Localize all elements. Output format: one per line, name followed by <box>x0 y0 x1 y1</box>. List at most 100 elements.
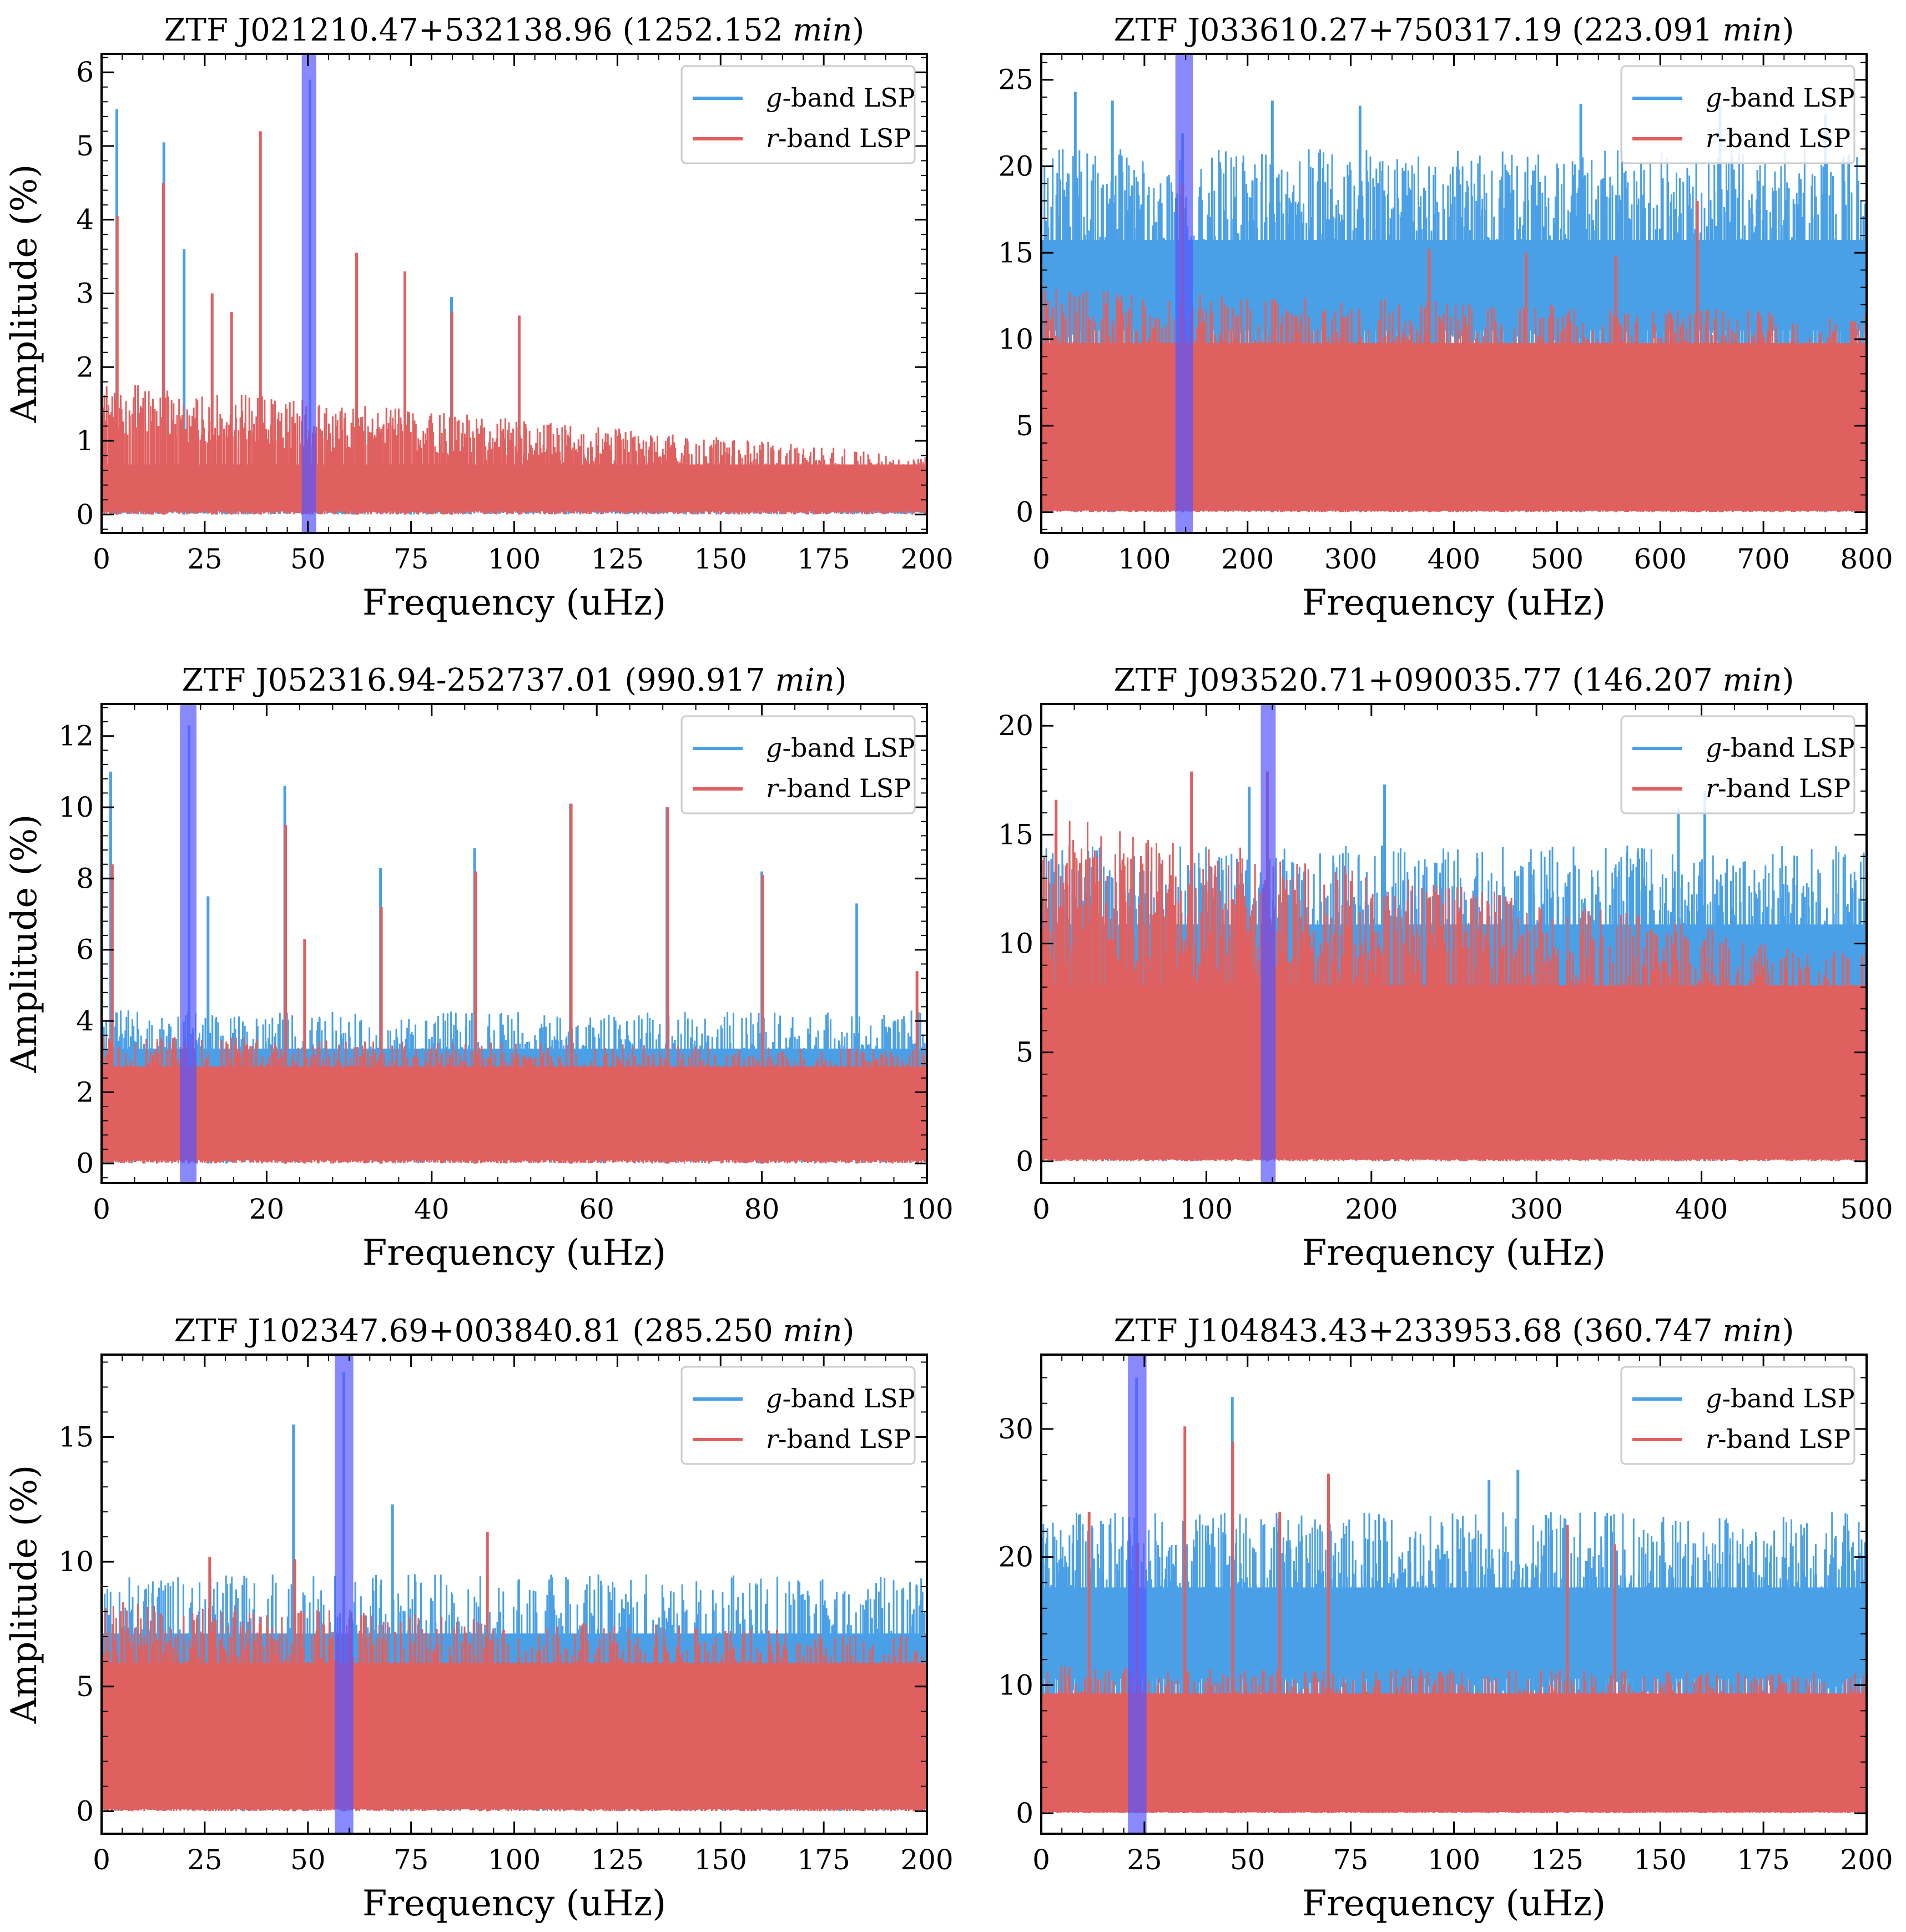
panel-5: 0 25 50 75 100 125 150 175 200 0 5 10 15 Frequency (u… <box>4 1313 954 1924</box>
y-tick-label: 30 <box>998 1413 1033 1445</box>
x-tick-label: 75 <box>1333 1844 1369 1876</box>
period-highlight-band <box>1260 704 1276 1183</box>
y-tick-label: 0 <box>1016 1797 1033 1829</box>
y-tick-label: 0 <box>1016 1145 1033 1178</box>
x-axis-label: Frequency (uHz) <box>1302 1883 1606 1924</box>
y-tick-label: 10 <box>58 791 94 823</box>
y-tick-label: 10 <box>998 928 1033 960</box>
x-tick-label: 100 <box>488 543 541 575</box>
plot-area <box>102 704 927 1183</box>
x-tick-label: 200 <box>1221 543 1274 575</box>
y-tick-label: 0 <box>76 1148 94 1180</box>
y-tick-label: 8 <box>76 862 94 894</box>
x-tick-label: 600 <box>1634 543 1687 575</box>
x-tick-label: 500 <box>1840 1193 1893 1225</box>
legend: g-band LSP r-band LSP <box>1620 65 1855 164</box>
y-tick-label: 20 <box>998 1541 1033 1573</box>
legend: g-band LSP r-band LSP <box>1620 715 1855 814</box>
panel-title: ZTF J033610.27+750317.19 (223.091 min) <box>1114 12 1794 48</box>
x-tick-label: 700 <box>1737 543 1789 575</box>
y-tick-label: 6 <box>76 934 94 966</box>
y-tick-label: 4 <box>76 204 94 236</box>
x-tick-label: 0 <box>1032 1193 1050 1225</box>
legend: g-band LSP r-band LSP <box>680 715 916 814</box>
panel-title: ZTF J102347.69+003840.81 (285.250 min) <box>174 1313 855 1349</box>
x-tick-label: 125 <box>1531 1844 1584 1876</box>
y-tick-label: 12 <box>58 720 94 752</box>
legend-label-g: g-band LSP <box>766 1383 915 1413</box>
legend: g-band LSP r-band LSP <box>1620 1366 1855 1465</box>
x-tick-label: 20 <box>249 1193 285 1225</box>
period-highlight-band <box>180 704 197 1183</box>
x-tick-label: 400 <box>1675 1193 1728 1225</box>
y-tick-label: 10 <box>58 1546 94 1578</box>
plot-area <box>1041 704 1867 1183</box>
x-tick-label: 40 <box>414 1193 450 1225</box>
y-tick-label: 0 <box>76 499 94 531</box>
y-axis-label: Amplitude (%) <box>4 164 45 424</box>
x-tick-label: 80 <box>744 1193 780 1225</box>
panel-6: 0 25 50 75 100 125 150 175 200 0 10 20 30 Frequency (… <box>998 1313 1893 1924</box>
y-tick-label: 5 <box>1016 410 1033 442</box>
x-tick-label: 75 <box>394 1844 429 1876</box>
x-tick-label: 400 <box>1428 543 1480 575</box>
x-tick-label: 100 <box>1118 543 1171 575</box>
y-tick-label: 15 <box>58 1421 94 1453</box>
x-tick-label: 175 <box>797 1844 850 1876</box>
x-tick-label: 500 <box>1531 543 1584 575</box>
x-tick-label: 50 <box>1230 1844 1265 1876</box>
x-axis-label: Frequency (uHz) <box>362 1883 666 1924</box>
x-axis-label: Frequency (uHz) <box>362 1232 666 1274</box>
x-tick-label: 100 <box>900 1193 953 1225</box>
legend: g-band LSP r-band LSP <box>680 65 916 164</box>
panel-2: 0 100 200 300 400 500 600 700 800 0 5 10 15 20 25 Frequ… <box>998 12 1893 623</box>
x-tick-label: 200 <box>900 1844 953 1876</box>
legend-label-g: g-band LSP <box>766 83 915 113</box>
panel-title: ZTF J052316.94-252737.01 (990.917 min) <box>182 662 847 698</box>
legend-label-g: g-band LSP <box>1706 83 1855 113</box>
panel-title: ZTF J093520.71+090035.77 (146.207 min) <box>1114 662 1794 698</box>
legend-label-r: r-band LSP <box>766 1424 911 1454</box>
y-tick-label: 5 <box>76 1671 94 1703</box>
x-tick-label: 200 <box>900 543 953 575</box>
x-axis-label: Frequency (uHz) <box>1302 1232 1606 1274</box>
y-tick-label: 5 <box>1016 1037 1033 1069</box>
x-tick-label: 175 <box>1737 1844 1789 1876</box>
legend: g-band LSP r-band LSP <box>680 1366 916 1465</box>
panel-1: 0 25 50 75 100 125 150 175 200 0 1 2 3 4 5 6 Frequency (… <box>4 12 954 623</box>
x-tick-label: 300 <box>1324 543 1377 575</box>
plot-area <box>1041 54 1867 533</box>
plot-area <box>1041 1355 1867 1834</box>
y-tick-label: 4 <box>76 1005 94 1037</box>
legend-label-r: r-band LSP <box>1706 1424 1850 1454</box>
x-tick-label: 0 <box>1032 543 1050 575</box>
y-tick-label: 15 <box>998 237 1033 269</box>
x-tick-label: 0 <box>1032 1844 1050 1876</box>
axes-frame <box>100 703 928 1184</box>
plot-area <box>102 54 927 533</box>
y-tick-label: 20 <box>998 150 1033 183</box>
period-highlight-band <box>1175 54 1193 533</box>
plot-area <box>102 1355 927 1834</box>
panel-title: ZTF J021210.47+532138.96 (1252.152 min) <box>164 12 865 48</box>
y-tick-label: 20 <box>998 710 1033 742</box>
x-tick-label: 75 <box>394 543 429 575</box>
y-axis-label: Amplitude (%) <box>4 814 45 1074</box>
y-tick-label: 3 <box>76 278 94 310</box>
x-tick-label: 125 <box>591 1844 644 1876</box>
x-tick-label: 300 <box>1510 1193 1562 1225</box>
panel-title: ZTF J104843.43+233953.68 (360.747 min) <box>1114 1313 1794 1349</box>
x-tick-label: 100 <box>1180 1193 1233 1225</box>
x-tick-label: 100 <box>488 1844 541 1876</box>
x-tick-label: 50 <box>290 543 326 575</box>
x-axis-label: Frequency (uHz) <box>362 582 666 623</box>
y-tick-label: 2 <box>76 351 94 383</box>
y-tick-label: 0 <box>1016 496 1033 529</box>
x-tick-label: 25 <box>1127 1844 1162 1876</box>
legend-label-g: g-band LSP <box>1706 733 1855 763</box>
legend-label-r: r-band LSP <box>766 773 911 803</box>
x-tick-label: 150 <box>1634 1844 1687 1876</box>
x-tick-label: 60 <box>579 1193 614 1225</box>
y-tick-label: 5 <box>76 130 94 162</box>
y-tick-label: 6 <box>76 56 94 88</box>
